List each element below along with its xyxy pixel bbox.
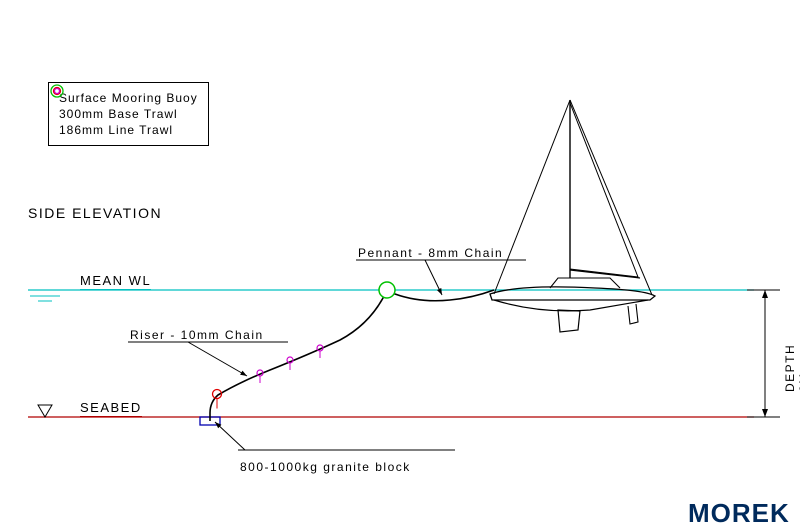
boat-hull-top <box>490 287 655 300</box>
legend-item-label: 186mm Line Trawl <box>59 123 173 137</box>
depth-label: DEPTH 6M <box>783 343 800 391</box>
seabed-label: SEABED <box>80 400 142 417</box>
legend: Surface Mooring Buoy 300mm Base Trawl 186m… <box>48 82 209 146</box>
block-label: 800-1000kg granite block <box>240 460 411 474</box>
mean-wl-label: MEAN WL <box>80 273 151 290</box>
legend-item-label: 300mm Base Trawl <box>59 107 178 121</box>
diagram-title: SIDE ELEVATION <box>28 205 162 221</box>
brand-logo: MOREK <box>688 498 790 527</box>
mooring-chain <box>210 290 494 421</box>
legend-item: Surface Mooring Buoy <box>59 91 198 105</box>
pennant-label: Pennant - 8mm Chain <box>358 246 503 260</box>
boat-keel <box>558 310 580 332</box>
mooring-buoy <box>379 282 395 298</box>
legend-item-label: Surface Mooring Buoy <box>59 91 198 105</box>
legend-item: 186mm Line Trawl <box>59 123 198 137</box>
legend-item: 300mm Base Trawl <box>59 107 198 121</box>
riser-label: Riser - 10mm Chain <box>130 328 264 342</box>
diagram-canvas <box>0 0 800 527</box>
